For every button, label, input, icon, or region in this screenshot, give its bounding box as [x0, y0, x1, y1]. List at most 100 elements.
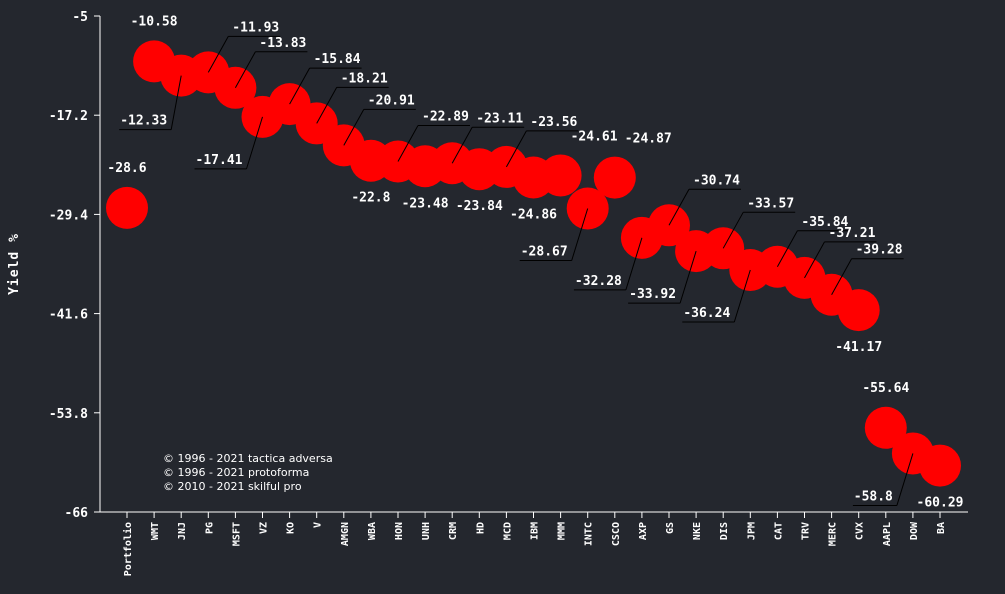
y-tick-label: -29.4 [49, 208, 88, 223]
x-tick-label: Portfolio [122, 522, 134, 576]
leader-line-pg [207, 35, 281, 73]
x-tick-label: BA [936, 522, 947, 534]
value-label-ibm: -24.86 [510, 207, 557, 222]
x-tick-label: IBM [530, 522, 541, 540]
value-label-nke: -33.92 [629, 287, 676, 302]
value-label-wba: -22.8 [351, 191, 390, 206]
value-label-axp: -32.28 [575, 274, 622, 289]
y-tick-label: -17.2 [49, 109, 88, 124]
x-tick-label: GS [665, 522, 676, 534]
leader-line-mcd [505, 130, 579, 168]
value-label-csco: -24.87 [625, 132, 672, 147]
leader-line-gs [668, 188, 741, 226]
value-label-dis: -33.57 [747, 196, 794, 211]
value-label-gs: -30.74 [693, 173, 740, 188]
x-tick-label: HD [475, 522, 486, 534]
value-label-cvx: -41.17 [835, 340, 882, 355]
value-label-cat: -35.84 [801, 215, 848, 230]
value-label-crm: -23.11 [476, 111, 523, 126]
x-tick-label: CSCO [611, 522, 622, 546]
x-tick-label: CAT [773, 522, 784, 540]
x-tick-label: AMGN [340, 522, 351, 546]
value-label-ba: -60.29 [917, 496, 964, 511]
x-tick-label: TRV [801, 522, 812, 540]
data-point-mmm [539, 154, 582, 197]
x-tick-label: VZ [259, 522, 270, 534]
y-tick-label: -5 [72, 10, 88, 25]
credit-line-1: © 1996 - 2021 tactica adversa [163, 452, 333, 465]
value-label-jnj: -12.33 [120, 114, 167, 129]
x-tick-label: NKE [692, 522, 703, 540]
leader-line-merc [831, 258, 904, 295]
data-point-ba [919, 444, 961, 487]
leader-line-crm [451, 126, 525, 164]
x-tick-label: DOW [909, 521, 920, 540]
value-label-pg: -11.93 [232, 20, 279, 35]
leader-line-vz [194, 116, 263, 170]
leader-line-nke [628, 251, 697, 304]
value-label-mcd: -23.56 [530, 115, 577, 130]
value-label-merc: -39.28 [856, 243, 903, 258]
value-label-amgn: -20.91 [368, 93, 415, 108]
data-point-csco [593, 156, 636, 199]
leader-lines-layer [119, 35, 914, 506]
leader-line-v [316, 86, 389, 124]
value-label-hon: -22.89 [422, 109, 469, 124]
x-tick-label: MERC [828, 522, 839, 546]
data-point-aapl [864, 406, 907, 449]
data-point-portfolio [106, 186, 148, 229]
leader-line-cat [776, 230, 850, 268]
bubbles-layer [106, 40, 961, 487]
leader-line-amgn [343, 108, 416, 146]
leader-line-ko [289, 67, 362, 105]
x-tick-label: AXP [638, 522, 649, 540]
x-tick-label: UNH [421, 522, 432, 540]
leader-line-hon [397, 124, 470, 162]
leader-line-axp [573, 237, 643, 291]
value-label-hd: -23.84 [456, 199, 503, 214]
x-tick-label: AAPL [882, 522, 893, 546]
leader-line-msft [234, 51, 308, 89]
leader-line-trv [804, 241, 877, 279]
leader-line-jnj [119, 75, 182, 131]
x-tick-label: KO [286, 522, 297, 534]
x-tick-label: WMT [150, 522, 161, 540]
leader-line-jpm [682, 269, 751, 323]
x-tick-label: INTC [584, 522, 595, 546]
credit-line-2: © 1996 - 2021 protoforma [163, 466, 309, 479]
value-label-vz: -17.41 [196, 153, 243, 168]
x-tick-label: JNJ [177, 522, 188, 540]
x-tick-label: DIS [719, 522, 730, 540]
x-tick-label: V [313, 522, 324, 528]
value-label-unh: -23.48 [402, 196, 449, 211]
leader-line-dis [722, 211, 796, 249]
value-label-dow: -58.8 [854, 489, 893, 504]
x-axis-ticks: Portfolio WMT JNJ PG MSFT VZ KO V AMGN WBA HON UNH C… [122, 512, 947, 576]
value-label-jpm: -36.24 [683, 306, 730, 321]
value-label-ko: -15.84 [314, 52, 361, 67]
value-label-wmt: -10.58 [131, 14, 178, 29]
x-tick-label: MMM [557, 522, 568, 540]
value-label-intc: -28.67 [521, 244, 568, 259]
value-label-msft: -13.83 [259, 36, 306, 51]
y-tick-label: -53.8 [49, 407, 88, 422]
x-tick-label: CRM [448, 522, 459, 540]
value-labels-layer: -28.6 -10.58 -12.33 -11.93-13.83 -17.41 -15.8… [107, 14, 963, 510]
x-tick-label: MCD [502, 522, 513, 540]
y-tick-label: -41.6 [49, 308, 88, 323]
x-tick-label: HON [394, 522, 405, 540]
credit-line-3: © 2010 - 2021 skilful pro [163, 480, 302, 493]
data-point-cvx [837, 289, 880, 332]
value-label-v: -18.21 [341, 71, 388, 86]
x-tick-label: JPM [746, 522, 757, 540]
y-axis-ticks: -5 -17.2 -29.4 -41.6 -53.8 -66 [49, 10, 100, 521]
x-tick-label: CVX [855, 522, 866, 540]
leader-line-intc [519, 208, 589, 261]
value-label-trv: -37.21 [829, 226, 876, 241]
value-label-portfolio: -28.6 [107, 161, 146, 176]
y-tick-label: -66 [65, 506, 89, 521]
value-label-aapl: -55.64 [862, 381, 909, 396]
x-tick-label: WBA [367, 522, 378, 540]
x-tick-label: PG [204, 522, 215, 534]
